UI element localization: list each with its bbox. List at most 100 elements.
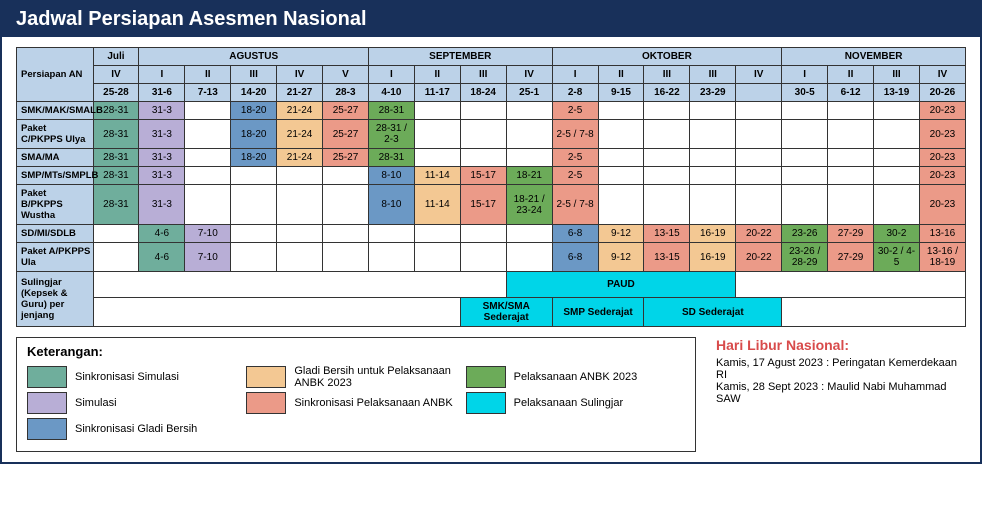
cell: 21-24 (277, 120, 323, 149)
cell (414, 120, 460, 149)
week-date: 31-6 (139, 84, 185, 102)
week-roman: IV (93, 66, 139, 84)
week-roman: IV (277, 66, 323, 84)
cell (644, 149, 690, 167)
cell: 23-26 (782, 225, 828, 243)
cell (460, 225, 506, 243)
cell (277, 225, 323, 243)
row-label: SMP/MTs/SMPLB (17, 167, 94, 185)
cell: 21-24 (277, 102, 323, 120)
week-date-row: 25-2831-67-1314-2021-2728-34-1011-1718-2… (17, 84, 966, 102)
cell (874, 120, 920, 149)
cell: 20-22 (736, 243, 782, 272)
legend-text: Sinkronisasi Simulasi (75, 371, 179, 383)
cell: 2-5 (552, 149, 598, 167)
cell (736, 102, 782, 120)
cell (828, 167, 874, 185)
legend-swatch (27, 366, 67, 388)
cell (506, 102, 552, 120)
legend-item: Pelaksanaan ANBK 2023 (466, 365, 685, 389)
cell (323, 167, 369, 185)
cell: 7-10 (185, 225, 231, 243)
cell: 13-15 (644, 243, 690, 272)
week-roman: III (644, 66, 690, 84)
cell: 30-2 (874, 225, 920, 243)
week-roman: I (139, 66, 185, 84)
cell: 2-5 (552, 102, 598, 120)
week-roman: IV (506, 66, 552, 84)
cell (736, 120, 782, 149)
week-date: 11-17 (414, 84, 460, 102)
legend-text: Pelaksanaan ANBK 2023 (514, 371, 638, 383)
row-label: SMK/MAK/SMALB (17, 102, 94, 120)
cell: 4-6 (139, 225, 185, 243)
week-date: 28-3 (323, 84, 369, 102)
cell: 13-15 (644, 225, 690, 243)
month-september: SEPTEMBER (368, 48, 552, 66)
week-roman: III (874, 66, 920, 84)
week-date: 14-20 (231, 84, 277, 102)
month-agustus: AGUSTUS (139, 48, 369, 66)
cell: 2-5 / 7-8 (552, 185, 598, 225)
week-date: 6-12 (828, 84, 874, 102)
cell (277, 167, 323, 185)
legend-swatch (466, 392, 506, 414)
legend-item: Sinkronisasi Simulasi (27, 365, 246, 389)
week-roman-row: IVIIIIIIIVVIIIIIIIVIIIIIIIIIIVIIIIIIIV (17, 66, 966, 84)
week-roman: II (414, 66, 460, 84)
week-date: 20-26 (919, 84, 965, 102)
cell: 20-23 (919, 120, 965, 149)
cell: 28-31 (93, 185, 139, 225)
sulingjar-row1: Sulingjar (Kepsek & Guru) per jenjang PA… (17, 272, 966, 298)
cell: 28-31 (368, 149, 414, 167)
table-row: SD/MI/SDLB4-67-106-89-1213-1516-1920-222… (17, 225, 966, 243)
paud-cell: PAUD (506, 272, 736, 298)
cell (323, 243, 369, 272)
cell: 27-29 (828, 225, 874, 243)
cell (874, 185, 920, 225)
legend-col: Sinkronisasi SimulasiSimulasiSinkronisas… (27, 363, 246, 443)
cell: 4-6 (139, 243, 185, 272)
row-label: Paket C/PKPPS Ulya (17, 120, 94, 149)
cell: 18-21 (506, 167, 552, 185)
cell: 9-12 (598, 225, 644, 243)
week-roman: III (231, 66, 277, 84)
legend-text: Sinkronisasi Pelaksanaan ANBK (294, 397, 452, 409)
sulingjar-section: Sulingjar (Kepsek & Guru) per jenjang PA… (17, 272, 966, 327)
table-body: SMK/MAK/SMALB28-3131-318-2021-2425-2728-… (17, 102, 966, 272)
cell: 13-16 / 18-19 (919, 243, 965, 272)
week-roman: I (368, 66, 414, 84)
cell: 11-14 (414, 167, 460, 185)
week-roman: II (828, 66, 874, 84)
cell (323, 225, 369, 243)
cell (231, 225, 277, 243)
legend-swatch (27, 392, 67, 414)
smk-cell: SMK/SMA Sederajat (460, 298, 552, 327)
week-date: 7-13 (185, 84, 231, 102)
cell (185, 185, 231, 225)
week-date: 23-29 (690, 84, 736, 102)
cell (598, 120, 644, 149)
legend-grid: Sinkronisasi SimulasiSimulasiSinkronisas… (27, 363, 685, 443)
month-juli: Juli (93, 48, 139, 66)
cell (93, 225, 139, 243)
legend-swatch (246, 392, 286, 414)
legend-text: Gladi Bersih untuk Pelaksanaan ANBK 2023 (294, 365, 465, 389)
corner-cell: Persiapan AN (17, 48, 94, 102)
cell: 25-27 (323, 149, 369, 167)
cell (506, 243, 552, 272)
week-date: 2-8 (552, 84, 598, 102)
schedule-table: Persiapan AN Juli AGUSTUS SEPTEMBER OKTO… (16, 47, 966, 327)
cell (231, 167, 277, 185)
cell (231, 243, 277, 272)
cell (460, 120, 506, 149)
week-date: 30-5 (782, 84, 828, 102)
cell (598, 185, 644, 225)
cell (323, 185, 369, 225)
cell (368, 243, 414, 272)
cell (874, 102, 920, 120)
cell (93, 243, 139, 272)
page-container: Jadwal Persiapan Asesmen Nasional Persia… (0, 0, 982, 464)
cell (828, 120, 874, 149)
cell (690, 120, 736, 149)
